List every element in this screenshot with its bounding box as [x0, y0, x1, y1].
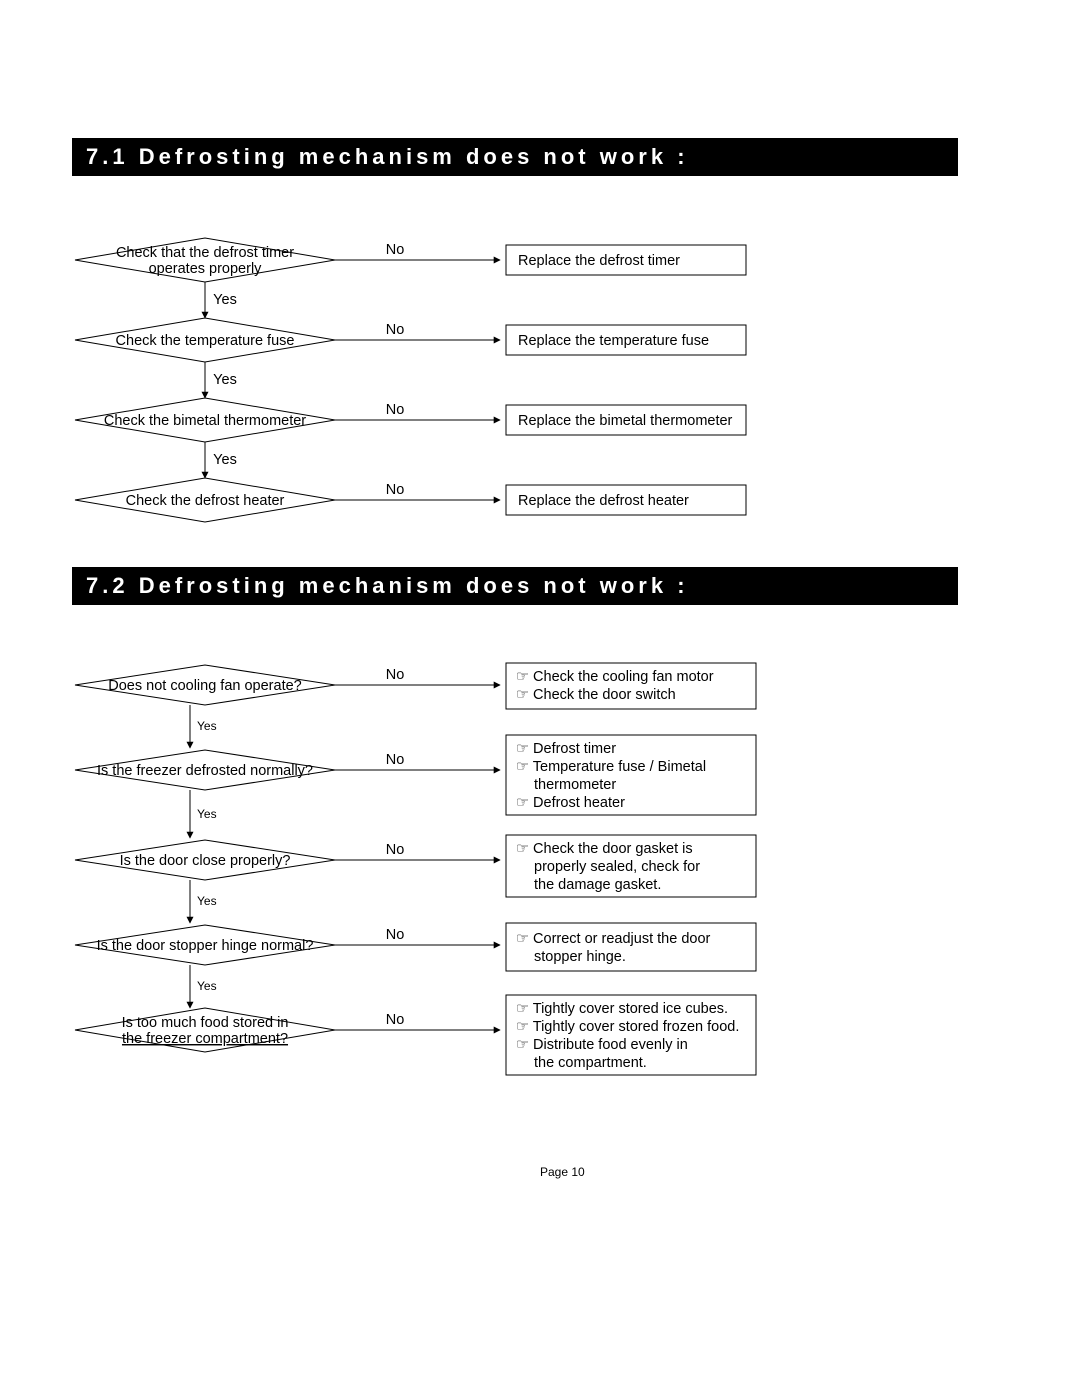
diamond-text-7-2-3-l1: Is the door stopper hinge normal?	[97, 938, 314, 954]
svg-text:☞ Defrost timer: ☞ Defrost timer	[516, 741, 616, 757]
section-7-1-header: 7.1 Defrosting mechanism does not work :	[72, 138, 958, 176]
diamond-text-7-1-0-l1: Check that the defrost timer	[116, 245, 294, 261]
diamond-text-7-1-2-l1: Check the bimetal thermometer	[104, 413, 306, 429]
label-yes-7-2-0: Yes	[197, 719, 217, 733]
svg-text:☞ Distribute food evenly in: ☞ Distribute food evenly in	[516, 1037, 688, 1053]
bullet-marker: ☞	[516, 1019, 533, 1035]
label-no-7-1-3: No	[386, 482, 405, 498]
label-no-7-1-2: No	[386, 402, 405, 418]
diamond-text-7-2-1-l1: Is the freezer defrosted normally?	[97, 763, 313, 779]
section-7-2-title: 7.2 Defrosting mechanism does not work :	[86, 573, 689, 599]
step-7-2-1: Is the freezer defrosted normally? No ☞ …	[75, 735, 756, 838]
bullet-7-2-3-1: stopper hinge.	[534, 949, 626, 965]
bullet-marker: ☞	[516, 741, 533, 757]
bullet-7-2-1-3: Defrost heater	[533, 795, 625, 811]
bullet-7-2-0-0: Check the cooling fan motor	[533, 669, 714, 685]
label-no-7-1-1: No	[386, 322, 405, 338]
diamond-text-7-1-3-l1: Check the defrost heater	[126, 493, 285, 509]
label-no-7-2-2: No	[386, 842, 405, 858]
svg-text:☞ Check the door switch: ☞ Check the door switch	[516, 687, 676, 703]
diamond-text-7-1-0-l2: operates properly	[149, 261, 263, 277]
bullet-marker: ☞	[516, 1001, 533, 1017]
step-7-1-0: Check that the defrost timer operates pr…	[75, 238, 746, 318]
label-yes-7-1-0: Yes	[213, 292, 237, 308]
page-footer: Page 10	[540, 1165, 585, 1179]
svg-text:☞ Check the door gasket is: ☞ Check the door gasket is	[516, 841, 693, 857]
bullet-7-2-4-2: Distribute food evenly in	[533, 1037, 688, 1053]
flowchart-7-2: Does not cooling fan operate? No ☞ Check…	[60, 655, 990, 1145]
bullet-marker: ☞	[516, 931, 533, 947]
svg-text:☞ Tightly cover stored ice cub: ☞ Tightly cover stored ice cubes.	[516, 1001, 728, 1017]
label-yes-7-2-2: Yes	[197, 894, 217, 908]
diamond-text-7-2-4-l2: the freezer compartment?	[122, 1031, 288, 1047]
step-7-2-2: Is the door close properly? No ☞ Check t…	[75, 835, 756, 923]
bullet-marker: ☞	[516, 759, 533, 775]
diamond-text-7-1-1-l1: Check the temperature fuse	[116, 333, 295, 349]
svg-text:the compartment.: the compartment.	[534, 1055, 647, 1071]
bullet-7-2-1-1: Temperature fuse / Bimetal	[533, 759, 706, 775]
bullet-marker: ☞	[516, 687, 533, 703]
bullet-7-2-1-0: Defrost timer	[533, 741, 616, 757]
action-text-7-1-0: Replace the defrost timer	[518, 253, 680, 269]
bullet-7-2-1-2: thermometer	[534, 777, 616, 793]
section-7-2-header: 7.2 Defrosting mechanism does not work :	[72, 567, 958, 605]
svg-text:☞ Correct or readjust the door: ☞ Correct or readjust the door	[516, 931, 711, 947]
step-7-1-3: Check the defrost heater No Replace the …	[75, 478, 746, 522]
label-yes-7-2-1: Yes	[197, 807, 217, 821]
svg-text:the damage gasket.: the damage gasket.	[534, 877, 661, 893]
svg-text:stopper hinge.: stopper hinge.	[534, 949, 626, 965]
section-7-1-title: 7.1 Defrosting mechanism does not work :	[86, 144, 689, 170]
diamond-text-7-2-2-l1: Is the door close properly?	[120, 853, 291, 869]
bullet-7-2-4-1: Tightly cover stored frozen food.	[533, 1019, 740, 1035]
svg-text:properly sealed, check for: properly sealed, check for	[534, 859, 700, 875]
bullet-7-2-2-2: the damage gasket.	[534, 877, 661, 893]
label-yes-7-1-2: Yes	[213, 452, 237, 468]
bullet-7-2-2-0: Check the door gasket is	[533, 841, 693, 857]
label-no-7-2-1: No	[386, 752, 405, 768]
bullet-7-2-2-1: properly sealed, check for	[534, 859, 700, 875]
page: 7.1 Defrosting mechanism does not work :…	[0, 0, 1080, 1397]
bullet-7-2-4-3: the compartment.	[534, 1055, 647, 1071]
action-text-7-1-2: Replace the bimetal thermometer	[518, 413, 733, 429]
bullet-marker: ☞	[516, 1037, 533, 1053]
label-yes-7-2-3: Yes	[197, 979, 217, 993]
bullet-7-2-3-0: Correct or readjust the door	[533, 931, 710, 947]
bullet-marker: ☞	[516, 669, 533, 685]
flowchart-7-1: Check that the defrost timer operates pr…	[60, 230, 990, 550]
step-7-1-1: Check the temperature fuse No Replace th…	[75, 318, 746, 398]
label-yes-7-1-1: Yes	[213, 372, 237, 388]
bullet-7-2-0-1: Check the door switch	[533, 687, 676, 703]
action-text-7-1-1: Replace the temperature fuse	[518, 333, 709, 349]
svg-text:☞ Check the cooling fan motor: ☞ Check the cooling fan motor	[516, 669, 714, 685]
svg-text:☞ Defrost heater: ☞ Defrost heater	[516, 795, 625, 811]
bullet-marker: ☞	[516, 841, 533, 857]
label-no-7-1-0: No	[386, 242, 405, 258]
step-7-2-4: Is too much food stored in the freezer c…	[75, 995, 756, 1075]
diamond-text-7-2-0-l1: Does not cooling fan operate?	[108, 678, 301, 694]
svg-text:☞ Temperature fuse / Bimetal: ☞ Temperature fuse / Bimetal	[516, 759, 706, 775]
step-7-1-2: Check the bimetal thermometer No Replace…	[75, 398, 746, 478]
bullet-marker: ☞	[516, 795, 533, 811]
label-no-7-2-4: No	[386, 1012, 405, 1028]
svg-text:☞ Tightly cover stored frozen: ☞ Tightly cover stored frozen food.	[516, 1019, 739, 1035]
bullet-7-2-4-0: Tightly cover stored ice cubes.	[533, 1001, 728, 1017]
action-text-7-1-3: Replace the defrost heater	[518, 493, 689, 509]
label-no-7-2-0: No	[386, 667, 405, 683]
svg-text:thermometer: thermometer	[534, 777, 616, 793]
diamond-text-7-2-4-l1: Is too much food stored in	[122, 1015, 289, 1031]
label-no-7-2-3: No	[386, 927, 405, 943]
